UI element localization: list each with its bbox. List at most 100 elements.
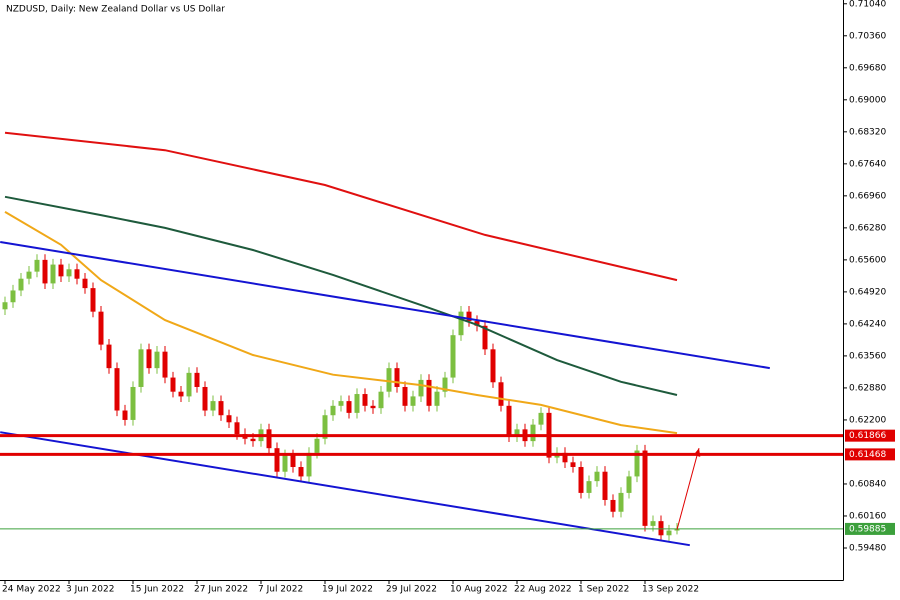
- candle-body: [394, 368, 400, 387]
- candle-body: [130, 386, 136, 420]
- candle-body: [82, 278, 88, 289]
- candle-body: [594, 471, 600, 482]
- candle-body: [282, 455, 288, 472]
- candle-body: [90, 288, 96, 312]
- candle-body: [402, 386, 408, 406]
- candle-body: [618, 492, 624, 512]
- indicator-line: [0, 431, 690, 547]
- candle-body: [586, 481, 592, 493]
- candle-body: [202, 386, 208, 411]
- y-tick-label: 0.70360: [849, 31, 886, 41]
- level-label-box: [845, 522, 895, 535]
- x-tick-label: 29 Jul 2022: [386, 585, 437, 595]
- candle-body: [426, 379, 432, 406]
- candle-body: [666, 530, 672, 536]
- candle-body: [634, 450, 640, 477]
- x-tick-label: 22 Aug 2022: [514, 585, 572, 595]
- y-tick-label: 0.69680: [849, 63, 886, 73]
- arrow-head: [693, 448, 701, 457]
- y-tick-label: 0.71040: [849, 0, 886, 9]
- candle-body: [58, 264, 64, 277]
- x-tick-label: 3 Jun 2022: [66, 585, 114, 595]
- y-tick-label: 0.67640: [849, 159, 886, 169]
- candle-body: [538, 412, 544, 425]
- arrow-line: [676, 448, 700, 530]
- candle-body: [578, 467, 584, 493]
- candle-body: [18, 278, 24, 291]
- candle-body: [266, 429, 272, 449]
- candle-body: [562, 452, 568, 463]
- candle-body: [314, 438, 320, 453]
- y-tick-label: 0.60160: [849, 511, 886, 521]
- candle-body: [66, 269, 72, 277]
- candle-body: [610, 499, 616, 512]
- candle-body: [26, 271, 32, 279]
- candle-body: [114, 368, 120, 411]
- candle-body: [378, 391, 384, 409]
- y-tick-label: 0.60840: [849, 479, 886, 489]
- candle-body: [482, 325, 488, 350]
- y-tick-label: 0.66280: [849, 223, 886, 233]
- candle-body: [354, 394, 360, 413]
- candle-body: [186, 372, 192, 397]
- candle-body: [442, 377, 448, 392]
- level-label: 0.61866: [849, 431, 886, 441]
- level-label-box: [845, 448, 895, 461]
- candle-body: [274, 448, 280, 472]
- x-tick-label: 7 Jul 2022: [258, 585, 303, 595]
- candle-body: [218, 401, 224, 416]
- candle-body: [106, 344, 112, 369]
- candle-body: [98, 311, 104, 345]
- candle-body: [466, 311, 472, 322]
- candle-body: [530, 424, 536, 442]
- candle-body: [162, 351, 168, 378]
- level-label: 0.59885: [849, 524, 886, 534]
- candle-body: [642, 450, 648, 526]
- x-tick-label: 19 Jul 2022: [322, 585, 373, 595]
- candle-body: [418, 379, 424, 397]
- indicator-line: [4, 131, 678, 282]
- candle-body: [450, 335, 456, 378]
- y-tick-label: 0.64920: [849, 287, 886, 297]
- indicator-line: [0, 241, 770, 370]
- candle-body: [178, 391, 184, 397]
- y-tick-label: 0.64240: [849, 319, 886, 329]
- x-tick-label: 13 Sep 2022: [642, 585, 699, 595]
- candle-body: [370, 405, 376, 409]
- candle-body: [146, 349, 152, 369]
- candle-body: [458, 311, 464, 336]
- y-tick-label: 0.65600: [849, 255, 886, 265]
- candle-body: [234, 422, 240, 435]
- y-tick-label: 0.62880: [849, 383, 886, 393]
- candle-body: [410, 396, 416, 406]
- candle-body: [154, 351, 160, 369]
- candle-body: [434, 391, 440, 406]
- candle-body: [2, 302, 8, 310]
- candle-body: [474, 321, 480, 326]
- candle-body: [362, 394, 368, 406]
- y-tick-label: 0.69000: [849, 95, 886, 105]
- candle-body: [498, 382, 504, 406]
- candle-body: [10, 290, 16, 303]
- y-tick-label: 0.62200: [849, 415, 886, 425]
- candle-body: [122, 410, 128, 420]
- candle-body: [306, 452, 312, 477]
- y-tick-label: 0.66960: [849, 191, 886, 201]
- candle-body: [490, 349, 496, 383]
- candle-body: [74, 269, 80, 279]
- candle-body: [42, 259, 48, 284]
- candle-body: [514, 429, 520, 437]
- indicator-line: [4, 211, 678, 435]
- candle-body: [290, 455, 296, 468]
- indicator-line: [4, 195, 678, 396]
- x-tick-label: 15 Jun 2022: [130, 585, 184, 595]
- y-tick-label: 0.68320: [849, 127, 886, 137]
- candle-body: [506, 405, 512, 437]
- candle-body: [626, 476, 632, 493]
- candle-body: [386, 368, 392, 392]
- x-tick-label: 1 Sep 2022: [578, 585, 629, 595]
- candle-body: [322, 415, 328, 439]
- candle-body: [298, 467, 304, 477]
